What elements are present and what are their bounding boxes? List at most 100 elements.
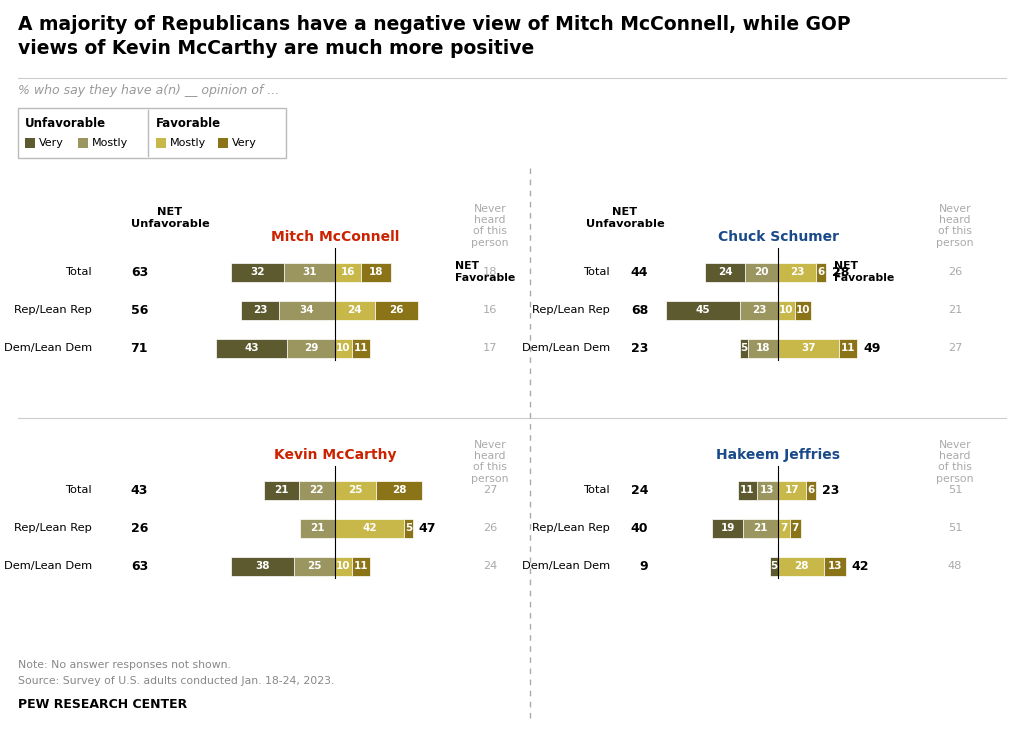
Bar — [795, 300, 811, 320]
Bar — [299, 480, 335, 500]
Text: Unfavorable: Unfavorable — [25, 117, 106, 130]
Text: 6: 6 — [807, 485, 815, 495]
Text: 24: 24 — [631, 483, 648, 497]
Text: 43: 43 — [131, 483, 148, 497]
Bar — [335, 300, 375, 320]
Bar — [361, 262, 391, 282]
Text: Very: Very — [39, 138, 63, 148]
Text: 18: 18 — [369, 267, 384, 277]
Text: 10: 10 — [796, 305, 810, 315]
Text: 21: 21 — [754, 523, 768, 533]
Text: Dem/Lean Dem: Dem/Lean Dem — [4, 343, 92, 353]
Text: 34: 34 — [300, 305, 314, 315]
Text: Total: Total — [584, 485, 610, 495]
Text: 51: 51 — [948, 485, 963, 495]
Bar — [778, 300, 795, 320]
Bar — [706, 262, 745, 282]
Text: 31: 31 — [302, 267, 316, 277]
Bar — [335, 557, 351, 575]
Text: 5: 5 — [770, 561, 777, 571]
Bar — [376, 480, 423, 500]
Bar — [279, 300, 335, 320]
Text: 26: 26 — [389, 305, 403, 315]
Text: Dem/Lean Dem: Dem/Lean Dem — [4, 561, 92, 571]
Text: 10: 10 — [779, 305, 794, 315]
Bar — [806, 480, 816, 500]
Text: 24: 24 — [483, 561, 497, 571]
Text: 5: 5 — [404, 523, 412, 533]
Text: 18: 18 — [756, 343, 770, 353]
Text: Mostly: Mostly — [170, 138, 206, 148]
Text: 45: 45 — [695, 305, 711, 315]
Text: NET
Favorable: NET Favorable — [834, 261, 894, 283]
Text: 28: 28 — [392, 485, 407, 495]
Text: 40: 40 — [631, 521, 648, 535]
Text: 38: 38 — [255, 561, 269, 571]
Bar — [404, 518, 413, 538]
Text: 23: 23 — [253, 305, 267, 315]
Text: 26: 26 — [948, 267, 963, 277]
Text: 9: 9 — [639, 560, 648, 572]
Text: 28: 28 — [794, 561, 808, 571]
Text: 63: 63 — [131, 560, 148, 572]
Text: 63: 63 — [131, 265, 148, 279]
Bar — [749, 338, 778, 358]
Text: 21: 21 — [948, 305, 963, 315]
Bar — [740, 300, 778, 320]
Text: 10: 10 — [336, 561, 350, 571]
Bar — [740, 338, 749, 358]
Bar — [778, 557, 824, 575]
Bar — [25, 138, 35, 148]
Text: 6: 6 — [817, 267, 824, 277]
Bar — [351, 338, 370, 358]
Text: 28: 28 — [831, 265, 849, 279]
Text: 21: 21 — [310, 523, 325, 533]
Bar — [218, 138, 228, 148]
Text: Total: Total — [66, 267, 92, 277]
Text: 51: 51 — [948, 523, 963, 533]
Text: 27: 27 — [482, 485, 498, 495]
Text: Kevin McCarthy: Kevin McCarthy — [273, 448, 396, 462]
Bar — [231, 557, 294, 575]
Bar — [216, 338, 287, 358]
Text: 44: 44 — [631, 265, 648, 279]
Bar — [18, 108, 286, 158]
Text: NET
Unfavorable: NET Unfavorable — [131, 207, 209, 229]
Bar — [78, 138, 88, 148]
Bar — [264, 480, 299, 500]
Bar — [745, 262, 778, 282]
Text: 32: 32 — [250, 267, 264, 277]
Bar — [335, 338, 351, 358]
Text: Mitch McConnell: Mitch McConnell — [270, 230, 399, 244]
Text: 13: 13 — [760, 485, 774, 495]
Bar — [156, 138, 166, 148]
Text: 49: 49 — [863, 341, 881, 355]
Text: 19: 19 — [721, 523, 735, 533]
Text: Never
heard
of this
person: Never heard of this person — [471, 204, 509, 247]
Bar — [335, 518, 404, 538]
Text: 16: 16 — [482, 305, 498, 315]
Text: 21: 21 — [274, 485, 289, 495]
Text: 23: 23 — [790, 267, 804, 277]
Text: 7: 7 — [792, 523, 799, 533]
Text: Total: Total — [584, 267, 610, 277]
Text: 18: 18 — [482, 267, 498, 277]
Text: NET
Unfavorable: NET Unfavorable — [586, 207, 665, 229]
Text: Rep/Lean Rep: Rep/Lean Rep — [532, 305, 610, 315]
Bar — [241, 300, 279, 320]
Bar — [824, 557, 846, 575]
Text: 13: 13 — [827, 561, 842, 571]
Bar — [287, 338, 335, 358]
Text: 11: 11 — [353, 561, 368, 571]
Text: 47: 47 — [419, 521, 436, 535]
Bar — [351, 557, 370, 575]
Text: 23: 23 — [631, 341, 648, 355]
Text: Rep/Lean Rep: Rep/Lean Rep — [14, 305, 92, 315]
Bar — [743, 518, 778, 538]
Text: A majority of Republicans have a negative view of Mitch McConnell, while GOP
vie: A majority of Republicans have a negativ… — [18, 15, 851, 58]
Text: Rep/Lean Rep: Rep/Lean Rep — [532, 523, 610, 533]
Bar — [790, 518, 801, 538]
Bar — [757, 480, 778, 500]
Text: 11: 11 — [353, 343, 368, 353]
Text: 42: 42 — [852, 560, 869, 572]
